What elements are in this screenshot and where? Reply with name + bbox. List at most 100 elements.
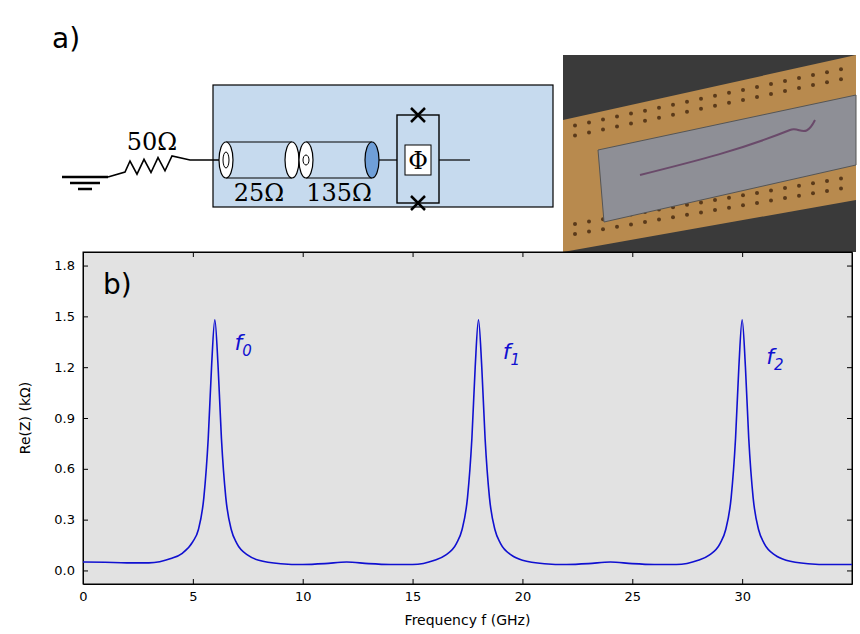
tick-label: 1.8	[54, 258, 75, 273]
tick-mark	[847, 266, 852, 267]
via	[769, 189, 773, 193]
via	[783, 79, 787, 83]
via	[797, 194, 801, 198]
via	[713, 94, 717, 98]
via	[727, 206, 731, 210]
tick-mark	[847, 316, 852, 317]
via	[643, 119, 647, 123]
via	[755, 191, 759, 195]
via	[671, 215, 675, 219]
coax-end	[365, 142, 379, 178]
via	[657, 116, 661, 120]
tick-mark	[83, 418, 88, 419]
tick-label: 1.5	[54, 309, 75, 324]
via	[685, 100, 689, 104]
via	[741, 193, 745, 197]
via	[839, 187, 843, 191]
tick-label: 0.9	[54, 411, 75, 426]
via	[783, 196, 787, 200]
via	[769, 92, 773, 96]
chip-line	[640, 120, 815, 175]
tick	[742, 252, 743, 257]
peak-label: f1	[503, 339, 520, 369]
via	[811, 191, 815, 195]
coax-end	[285, 142, 299, 178]
via	[573, 232, 577, 236]
x-axis-top	[84, 252, 853, 257]
pcb	[563, 55, 856, 252]
via	[783, 89, 787, 93]
tick-label: 0.3	[54, 512, 75, 527]
device-box	[213, 85, 553, 207]
via	[643, 220, 647, 224]
peak-label: f0	[235, 330, 252, 360]
x-axis-title: Frequency f (GHz)	[405, 612, 531, 628]
plot-area	[83, 320, 852, 565]
via	[573, 123, 577, 127]
via	[573, 222, 577, 226]
photo-bg	[563, 55, 856, 252]
wire	[439, 159, 470, 160]
via	[629, 222, 633, 226]
via	[769, 82, 773, 86]
tick	[847, 469, 852, 470]
via	[713, 208, 717, 212]
tick	[847, 266, 852, 267]
flux-box	[405, 145, 431, 175]
via	[671, 113, 675, 117]
tick-mark	[303, 252, 304, 257]
tick-mark	[847, 418, 852, 419]
tick-mark	[522, 579, 523, 584]
via	[741, 98, 745, 102]
peak-label: f2	[766, 344, 783, 374]
via	[657, 218, 661, 222]
via	[839, 77, 843, 81]
via	[671, 103, 675, 107]
coax-body	[226, 142, 292, 178]
via	[699, 107, 703, 111]
via	[587, 230, 591, 234]
via	[727, 91, 731, 95]
ground	[62, 176, 108, 179]
panel-b: 0510152025300.00.30.60.91.21.51.8f0f1f2b…	[17, 252, 853, 628]
via	[825, 80, 829, 84]
tick-label: 20	[515, 589, 532, 604]
via	[727, 196, 731, 200]
coax-core	[223, 152, 229, 168]
via	[587, 220, 591, 224]
via	[797, 86, 801, 90]
tick-mark	[413, 579, 414, 584]
via	[685, 213, 689, 217]
tick-mark	[632, 252, 633, 257]
tick-mark	[83, 316, 88, 317]
via	[825, 189, 829, 193]
tick-mark	[847, 469, 852, 470]
via	[601, 128, 605, 132]
coax-line	[219, 142, 299, 178]
via	[741, 203, 745, 207]
via	[587, 120, 591, 124]
coax-label: 135Ω	[306, 179, 372, 207]
junction	[411, 196, 425, 210]
resistor	[108, 156, 222, 177]
tick-label: 0	[79, 589, 87, 604]
via	[769, 199, 773, 203]
tick-label: 0.0	[54, 563, 75, 578]
via	[811, 73, 815, 77]
tick	[413, 252, 414, 257]
flux-label: Φ	[408, 147, 428, 175]
via	[615, 125, 619, 129]
wire	[379, 159, 397, 160]
via	[601, 118, 605, 122]
tick-label: 15	[405, 589, 422, 604]
panel-label: b)	[103, 268, 132, 301]
annotations: f0 f1 f2	[235, 330, 784, 374]
ground	[78, 188, 92, 191]
via	[755, 85, 759, 89]
panel-label: a)	[52, 22, 80, 55]
via	[643, 109, 647, 113]
tick: 10	[295, 579, 312, 604]
coax-label: 25Ω	[234, 179, 284, 207]
tick-mark	[742, 579, 743, 584]
via	[825, 179, 829, 183]
